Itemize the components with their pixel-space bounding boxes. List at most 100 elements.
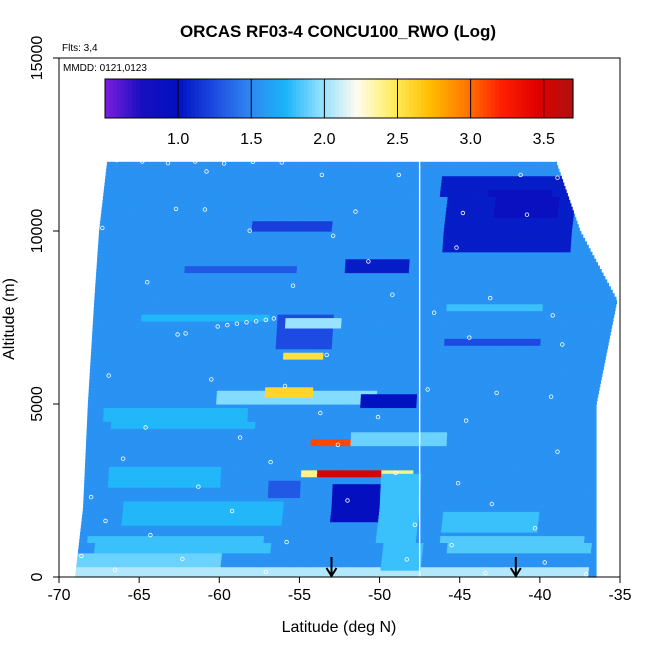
heatmap-cell [175,542,184,547]
heatmap-cell [584,410,593,415]
heatmap-cell [316,338,325,343]
heatmap-cell [586,372,596,377]
heatmap-cell [531,348,541,353]
heatmap-cell [484,341,493,346]
heatmap-cell [291,500,301,505]
heatmap-cell [571,362,580,367]
heatmap-cell [396,570,405,575]
heatmap-cell [592,538,597,543]
heatmap-cell [391,428,400,433]
heatmap-cell [237,320,246,326]
heatmap-cell [486,448,496,454]
heatmap-cell [318,442,328,447]
heatmap-cell [437,476,446,481]
heatmap-cell [452,334,462,339]
heatmap-cell [129,379,138,384]
heatmap-cell [85,556,94,561]
heatmap-cell [296,532,306,537]
heatmap-cell [234,365,243,370]
heatmap-cell [243,497,253,502]
heatmap-cell [560,404,570,409]
heatmap-cell [519,428,529,433]
heatmap-cell [277,559,286,564]
heatmap-cell [450,369,460,374]
heatmap-cell [416,404,425,409]
heatmap-cell [541,469,551,474]
heatmap-cell [429,476,438,481]
heatmap-cell [580,497,589,502]
heatmap-cell [421,455,431,460]
heatmap-cell [247,421,256,426]
heatmap-cell [102,438,111,443]
heatmap-cell [386,365,396,370]
heatmap-cell [326,545,336,550]
heatmap-cell [414,445,424,450]
heatmap-cell [344,528,354,533]
heatmap-cell [202,369,211,374]
heatmap-cell [189,559,198,564]
heatmap-cell [460,480,470,485]
heatmap-cell [104,532,113,537]
heatmap-cell [435,504,445,509]
heatmap-cell [372,331,382,336]
heatmap-cell [111,538,120,543]
heatmap-cell [417,379,427,384]
heatmap-cell [275,500,285,505]
heatmap-cell [487,428,496,433]
heatmap-cell [394,362,404,367]
heatmap-cell [234,511,244,516]
heatmap-cell [306,518,315,523]
heatmap-cell [410,362,420,367]
heatmap-cell [488,414,497,419]
heatmap-cell [499,511,508,516]
heatmap-cell [566,452,575,457]
heatmap-cell [550,455,559,460]
heatmap-cell [339,500,349,505]
heatmap-cell [341,556,351,561]
heatmap-cell [106,514,115,519]
heatmap-cell [431,417,441,422]
heatmap-cell [469,327,478,332]
heatmap-cell [285,320,294,326]
heatmap-cell [163,345,173,350]
heatmap-cell [596,334,606,339]
heatmap-cell [164,324,174,329]
heatmap-cell [378,369,388,374]
heatmap-cell [94,424,104,429]
heatmap-cell [497,390,506,395]
heatmap-cell [101,445,111,450]
heatmap-cell [386,369,396,374]
heatmap-cell [196,566,205,571]
heatmap-cell [389,459,399,464]
heatmap-cell [98,514,107,519]
heatmap-cell [248,404,257,409]
heatmap-cell [381,459,391,464]
heatmap-cell [434,369,444,374]
heatmap-cell [548,483,558,488]
heatmap-cell [253,556,263,561]
heatmap-cell [221,452,231,457]
heatmap-cell [123,570,133,575]
heatmap-cell [563,504,573,509]
heatmap-cell [465,393,474,398]
heatmap-cell [502,310,511,315]
heatmap-cell [564,345,573,350]
heatmap-cell [100,480,109,485]
heatmap-cell [385,390,394,395]
heatmap-cell [76,559,86,564]
heatmap-cell [166,442,175,447]
heatmap-cell [531,352,541,357]
heatmap-cell [563,507,573,512]
heatmap-cell [445,559,455,564]
heatmap-cell [192,397,201,402]
heatmap-cell [346,518,355,523]
heatmap-cell [376,535,385,540]
heatmap-cell [107,490,117,495]
heatmap-cell [248,397,258,402]
heatmap-cell [122,362,131,367]
heatmap-cell [592,414,597,419]
heatmap-cell [295,538,305,543]
heatmap-cell [96,393,106,398]
heatmap-cell [309,320,318,326]
heatmap-cell [582,452,592,457]
